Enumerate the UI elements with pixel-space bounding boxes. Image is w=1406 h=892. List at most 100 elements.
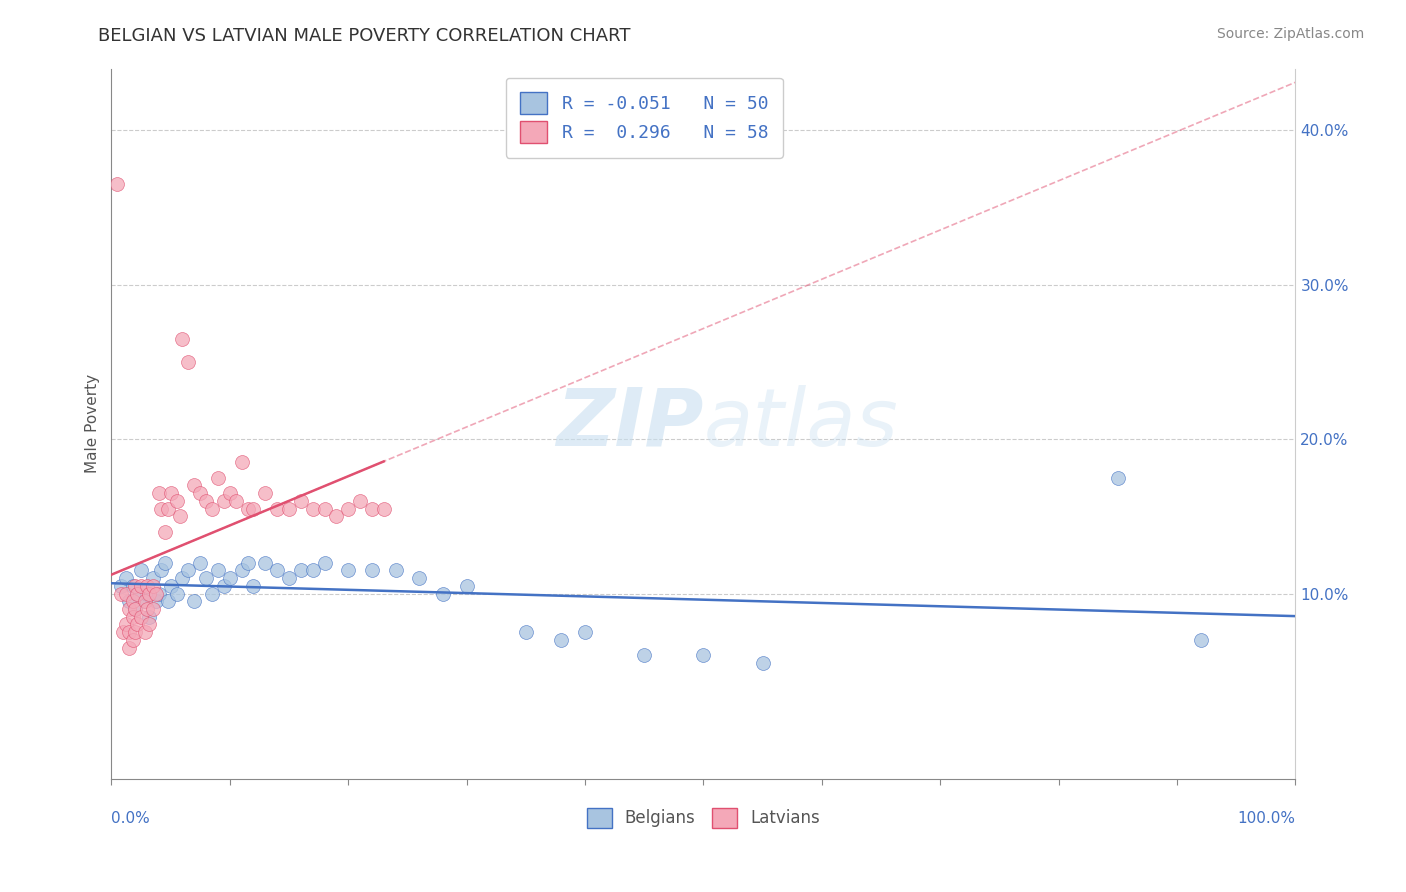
- Point: [138, 609, 160, 624]
- Point: [134, 594, 156, 608]
- Point: [183, 478, 205, 492]
- Point: [150, 501, 173, 516]
- Point: [290, 563, 312, 577]
- Text: 100.0%: 100.0%: [1237, 811, 1295, 826]
- Point: [127, 617, 149, 632]
- Point: [231, 455, 253, 469]
- Point: [145, 586, 167, 600]
- Point: [225, 494, 247, 508]
- Point: [121, 594, 143, 608]
- Point: [136, 602, 159, 616]
- Point: [207, 563, 229, 577]
- Point: [384, 563, 406, 577]
- Text: BELGIAN VS LATVIAN MALE POVERTY CORRELATION CHART: BELGIAN VS LATVIAN MALE POVERTY CORRELAT…: [98, 27, 631, 45]
- Point: [114, 617, 136, 632]
- Point: [124, 602, 146, 616]
- Point: [231, 563, 253, 577]
- Point: [314, 556, 336, 570]
- Point: [633, 648, 655, 663]
- Point: [129, 609, 152, 624]
- Point: [177, 563, 200, 577]
- Point: [129, 563, 152, 577]
- Point: [138, 586, 160, 600]
- Point: [266, 563, 288, 577]
- Point: [195, 494, 218, 508]
- Point: [408, 571, 430, 585]
- Point: [242, 501, 264, 516]
- Point: [148, 486, 170, 500]
- Point: [254, 486, 277, 500]
- Point: [124, 625, 146, 640]
- Point: [166, 586, 188, 600]
- Point: [157, 594, 180, 608]
- Y-axis label: Male Poverty: Male Poverty: [86, 374, 100, 474]
- Point: [153, 524, 176, 539]
- Point: [266, 501, 288, 516]
- Point: [124, 579, 146, 593]
- Point: [195, 571, 218, 585]
- Point: [201, 586, 224, 600]
- Point: [515, 625, 537, 640]
- Point: [177, 355, 200, 369]
- Point: [105, 178, 128, 192]
- Point: [127, 586, 149, 600]
- Point: [145, 594, 167, 608]
- Point: [142, 571, 165, 585]
- Point: [118, 625, 141, 640]
- Text: atlas: atlas: [703, 384, 898, 463]
- Point: [188, 556, 211, 570]
- Point: [118, 594, 141, 608]
- Point: [242, 579, 264, 593]
- Point: [337, 501, 360, 516]
- Legend: Belgians, Latvians: Belgians, Latvians: [579, 801, 827, 835]
- Point: [134, 594, 156, 608]
- Point: [110, 586, 132, 600]
- Point: [166, 494, 188, 508]
- Point: [236, 501, 259, 516]
- Point: [114, 571, 136, 585]
- Point: [361, 563, 384, 577]
- Point: [325, 509, 347, 524]
- Point: [134, 625, 156, 640]
- Point: [574, 625, 596, 640]
- Text: 0.0%: 0.0%: [111, 811, 150, 826]
- Point: [157, 501, 180, 516]
- Point: [361, 501, 384, 516]
- Point: [254, 556, 277, 570]
- Point: [138, 617, 160, 632]
- Point: [136, 586, 159, 600]
- Point: [129, 579, 152, 593]
- Point: [278, 501, 301, 516]
- Point: [121, 579, 143, 593]
- Point: [159, 579, 181, 593]
- Point: [201, 501, 224, 516]
- Point: [172, 332, 194, 346]
- Text: ZIP: ZIP: [555, 384, 703, 463]
- Point: [456, 579, 478, 593]
- Point: [290, 494, 312, 508]
- Point: [550, 632, 572, 647]
- Point: [136, 579, 159, 593]
- Point: [432, 586, 454, 600]
- Point: [207, 471, 229, 485]
- Point: [188, 486, 211, 500]
- Point: [142, 579, 165, 593]
- Point: [172, 571, 194, 585]
- Point: [127, 586, 149, 600]
- Point: [159, 486, 181, 500]
- Point: [751, 656, 773, 670]
- Point: [114, 586, 136, 600]
- Point: [218, 486, 240, 500]
- Point: [692, 648, 714, 663]
- Point: [124, 602, 146, 616]
- Point: [153, 556, 176, 570]
- Point: [373, 501, 395, 516]
- Point: [337, 563, 360, 577]
- Point: [142, 602, 165, 616]
- Point: [301, 563, 323, 577]
- Point: [183, 594, 205, 608]
- Point: [150, 563, 173, 577]
- Point: [1189, 632, 1212, 647]
- Point: [212, 579, 235, 593]
- Point: [278, 571, 301, 585]
